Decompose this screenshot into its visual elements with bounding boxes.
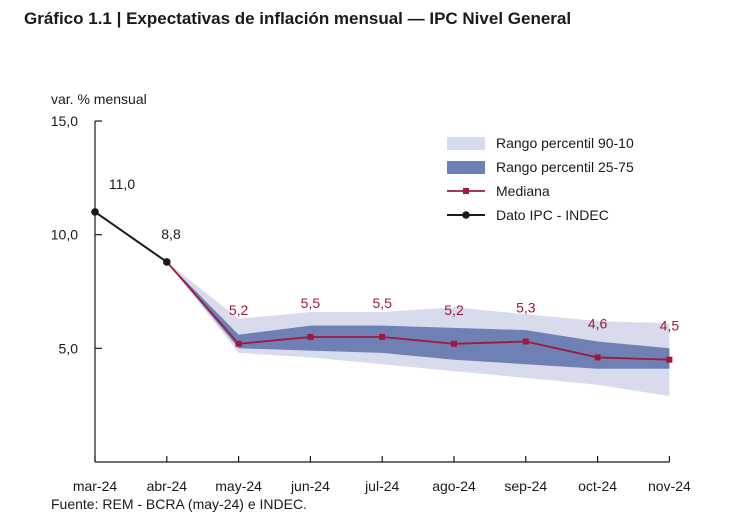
legend: Rango percentil 90-10 Rango percentil 25-… <box>447 135 634 223</box>
legend-marker-mediana <box>463 188 469 194</box>
y-tick-label: 15,0 <box>51 113 78 129</box>
mediana-point <box>594 354 601 361</box>
x-tick-label: abr-24 <box>147 478 188 494</box>
axes: var. % mensual 5,0 10,0 15,0 mar-24 abr-24 may… <box>51 91 691 494</box>
mediana-data-label: 4,5 <box>660 318 680 334</box>
x-tick-label: jun-24 <box>290 478 330 494</box>
legend-swatch-90-10 <box>447 137 485 150</box>
y-axis-label: var. % mensual <box>51 91 147 107</box>
mediana-data-label: 5,3 <box>516 300 536 316</box>
legend-marker-ipc <box>462 211 470 219</box>
percentile-bands <box>166 261 670 397</box>
mediana-point <box>379 333 386 340</box>
mediana-data-label: 5,5 <box>372 295 392 311</box>
mediana-point <box>307 333 314 340</box>
mediana-point <box>451 340 457 347</box>
y-tick-label: 5,0 <box>59 340 79 356</box>
ipc-data-label: 11,0 <box>109 176 135 192</box>
x-tick-label: jul-24 <box>364 478 399 494</box>
ipc-data-label: 8,8 <box>161 226 181 242</box>
ipc-point <box>91 208 99 216</box>
legend-entry: Dato IPC - INDEC <box>496 207 609 223</box>
band-percentile-25-75 <box>166 261 670 369</box>
y-tick-label: 10,0 <box>51 227 78 243</box>
mediana-data-label: 5,2 <box>444 302 464 318</box>
legend-swatch-25-75 <box>447 161 485 174</box>
data-labels: 11,0 8,8 5,2 5,5 5,5 5,2 5,3 4,6 4,5 <box>109 176 679 334</box>
mediana-line <box>166 261 670 361</box>
ipc-line <box>94 211 168 263</box>
legend-entry: Rango percentil 25-75 <box>496 159 634 175</box>
x-tick-label: oct-24 <box>578 478 617 494</box>
legend-entry: Rango percentil 90-10 <box>496 135 634 151</box>
mediana-point <box>235 340 242 347</box>
mediana-data-label: 5,5 <box>301 295 321 311</box>
x-tick-label: sep-24 <box>504 478 547 494</box>
series-lines <box>91 208 673 363</box>
mediana-point <box>666 356 673 363</box>
mediana-data-label: 5,2 <box>229 302 249 318</box>
mediana-point <box>522 338 529 345</box>
x-tick-label: mar-24 <box>73 478 118 494</box>
chart-title: Gráfico 1.1 | Expectativas de inflación … <box>24 9 572 28</box>
x-tick-label: ago-24 <box>432 478 476 494</box>
x-tick-label: nov-24 <box>648 478 691 494</box>
x-tick-label: may-24 <box>215 478 262 494</box>
ipc-point <box>163 258 171 266</box>
mediana-data-label: 4,6 <box>588 315 608 331</box>
legend-entry: Mediana <box>496 183 550 199</box>
source-note: Fuente: REM - BCRA (may-24) e INDEC. <box>51 496 307 512</box>
